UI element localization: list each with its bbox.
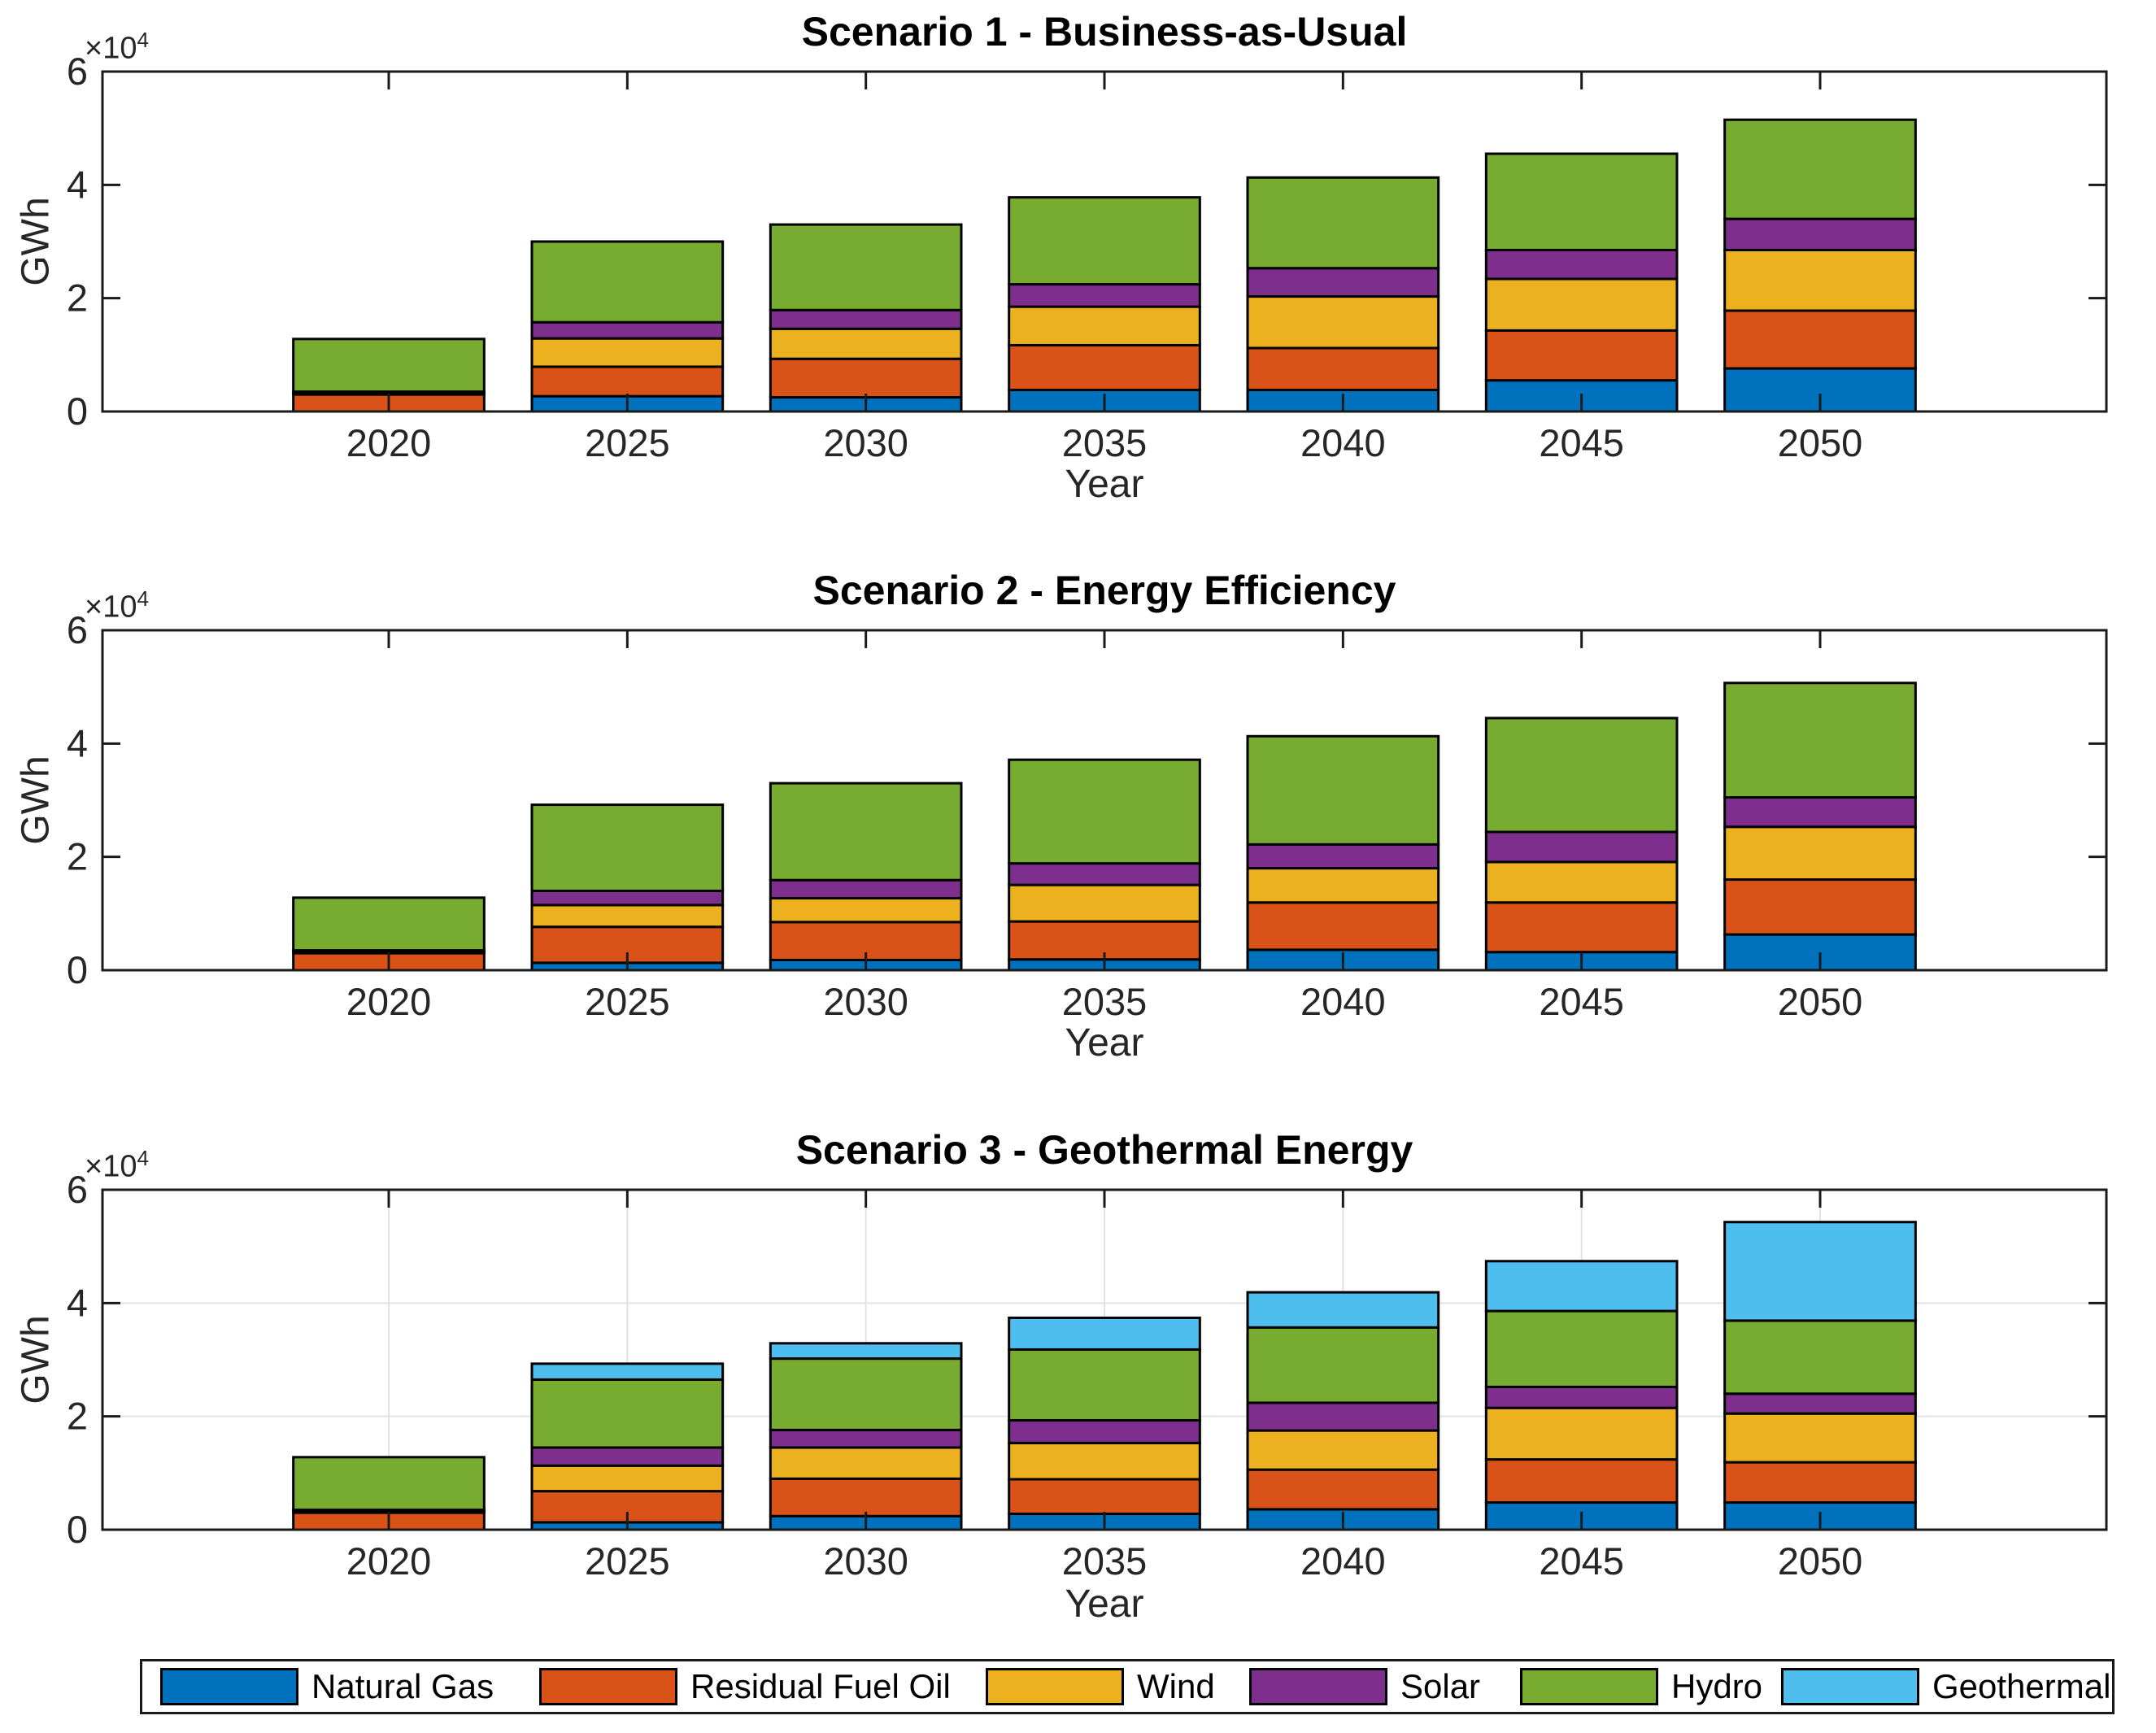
legend-label: Residual Fuel Oil (690, 1667, 951, 1705)
svg-text:0: 0 (67, 1508, 88, 1551)
svg-text:2035: 2035 (1062, 980, 1148, 1023)
subplot2-xlabel: Year (1065, 1021, 1144, 1065)
svg-text:2020: 2020 (346, 1539, 432, 1583)
legend-label: Wind (1137, 1667, 1215, 1705)
legend-label: Natural Gas (311, 1667, 494, 1705)
subplot1-y-exponent: ×104 (85, 28, 149, 67)
svg-text:2040: 2040 (1300, 980, 1386, 1023)
wind-swatch (986, 1668, 1124, 1705)
svg-text:2045: 2045 (1539, 1539, 1624, 1583)
exponent-base: ×10 (85, 1149, 137, 1184)
svg-text:2025: 2025 (585, 1539, 670, 1583)
subplot2-ylabel: GWh (14, 755, 58, 845)
svg-text:2050: 2050 (1778, 421, 1863, 464)
svg-text:2020: 2020 (346, 421, 432, 464)
svg-text:2025: 2025 (585, 980, 670, 1023)
legend-item-wind: Wind (986, 1661, 1215, 1712)
residual-fuel-oil-swatch (539, 1668, 677, 1705)
svg-text:2030: 2030 (823, 980, 908, 1023)
svg-text:2040: 2040 (1300, 1539, 1386, 1583)
svg-text:2: 2 (67, 835, 88, 878)
legend-item-natural-gas: Natural Gas (160, 1661, 494, 1712)
subplot1-xlabel: Year (1065, 463, 1144, 506)
exponent-power: 4 (137, 28, 149, 52)
subplot2-y-exponent: ×104 (85, 586, 149, 625)
subplot3-ylabel: GWh (14, 1315, 58, 1404)
exponent-power: 4 (137, 1146, 149, 1170)
geothermal-swatch (1781, 1668, 1919, 1705)
subplot1-title: Scenario 1 - Business-as-Usual (801, 9, 1408, 54)
subplot1-ylabel: GWh (14, 197, 58, 286)
svg-text:2020: 2020 (346, 980, 432, 1023)
subplot2-title: Scenario 2 - Energy Efficiency (812, 568, 1396, 613)
svg-text:4: 4 (67, 163, 88, 206)
exponent-base: ×10 (85, 31, 137, 66)
solar-swatch (1249, 1668, 1387, 1705)
exponent-power: 4 (137, 586, 149, 611)
legend-label: Hydro (1671, 1667, 1763, 1705)
legend-item-hydro: Hydro (1520, 1661, 1762, 1712)
exponent-base: ×10 (85, 590, 137, 625)
hydro-swatch (1520, 1668, 1658, 1705)
legend-label: Solar (1400, 1667, 1481, 1705)
subplot3-xlabel: Year (1065, 1583, 1144, 1626)
legend-item-geothermal: Geothermal (1781, 1661, 2110, 1712)
svg-text:2: 2 (67, 1395, 88, 1438)
svg-text:2050: 2050 (1778, 1539, 1863, 1583)
legend: Natural Gas Residual Fuel Oil Wind Solar… (140, 1659, 2115, 1714)
svg-text:0: 0 (67, 390, 88, 433)
subplot3-y-exponent: ×104 (85, 1146, 149, 1185)
svg-text:6: 6 (67, 50, 88, 93)
legend-item-solar: Solar (1249, 1661, 1480, 1712)
svg-text:2025: 2025 (585, 421, 670, 464)
subplot3-title: Scenario 3 - Geothermal Energy (795, 1127, 1413, 1173)
svg-text:2035: 2035 (1062, 1539, 1148, 1583)
svg-text:2030: 2030 (823, 1539, 908, 1583)
svg-text:2045: 2045 (1539, 980, 1624, 1023)
svg-text:4: 4 (67, 1281, 88, 1324)
legend-item-residual-fuel-oil: Residual Fuel Oil (539, 1661, 951, 1712)
svg-text:2050: 2050 (1778, 980, 1863, 1023)
svg-text:2035: 2035 (1062, 421, 1148, 464)
svg-text:2: 2 (67, 276, 88, 320)
svg-text:6: 6 (67, 608, 88, 651)
svg-text:2045: 2045 (1539, 421, 1624, 464)
natural-gas-swatch (160, 1668, 298, 1705)
svg-text:2040: 2040 (1300, 421, 1386, 464)
svg-text:0: 0 (67, 948, 88, 991)
legend-label: Geothermal (1932, 1667, 2111, 1705)
svg-text:2030: 2030 (823, 421, 908, 464)
svg-text:6: 6 (67, 1168, 88, 1211)
svg-text:4: 4 (67, 721, 88, 764)
